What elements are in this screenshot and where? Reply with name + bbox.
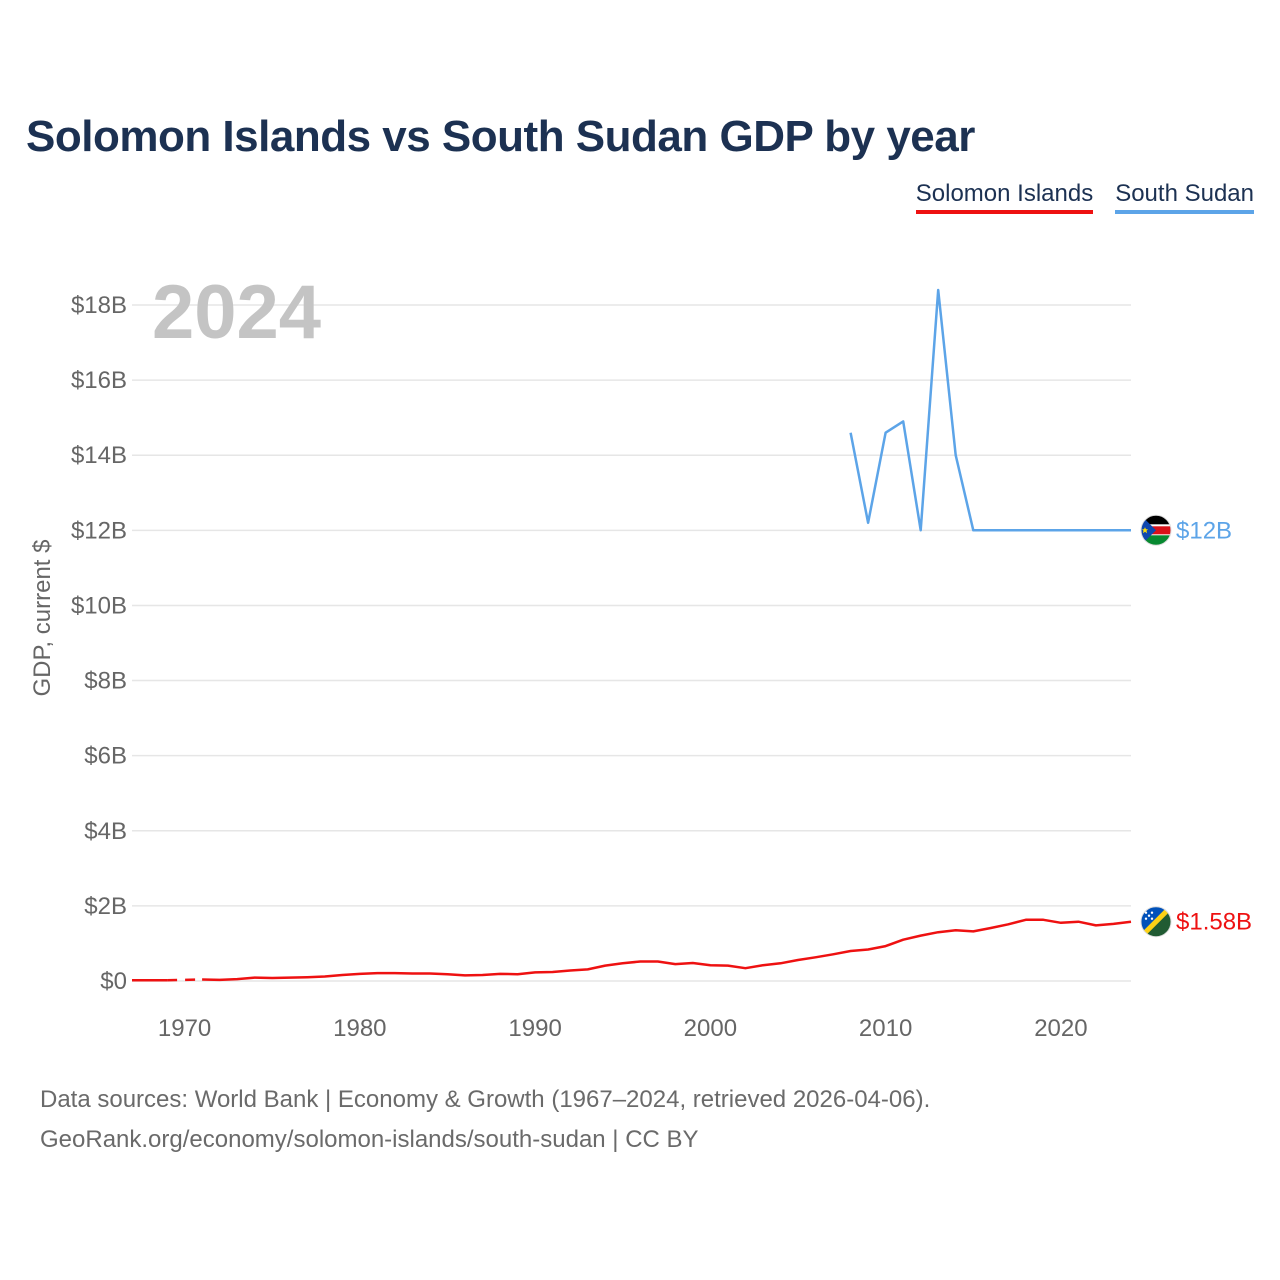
y-tick-label: $10B xyxy=(71,592,127,619)
x-tick-label: 2000 xyxy=(684,1015,737,1042)
chart-area: 2024 $0$2B$4B$6B$8B$10B$12B$14B$16B$18B … xyxy=(29,270,1252,1042)
chart-title: Solomon Islands vs South Sudan GDP by ye… xyxy=(26,112,975,161)
source-line-1: Data sources: World Bank | Economy & Gro… xyxy=(40,1086,931,1113)
legend: Solomon Islands South Sudan xyxy=(915,180,1254,214)
x-tick-label: 1970 xyxy=(158,1015,211,1042)
y-axis: $0 $2B $4B $6B $8B $10B $12B $14B $16B $18B xyxy=(71,292,127,995)
y-tick-label: $16B xyxy=(71,367,127,394)
y-tick-label: $4B xyxy=(84,818,127,845)
x-tick-label: 1980 xyxy=(333,1015,386,1042)
x-tick-label: 2010 xyxy=(859,1015,912,1042)
source-line-2[interactable]: GeoRank.org/economy/solomon-islands/sout… xyxy=(40,1126,699,1153)
y-tick-label: $18B xyxy=(71,292,127,319)
end-label-south-sudan: $12B xyxy=(1176,517,1232,544)
y-tick-label: $6B xyxy=(84,743,127,770)
legend-item-south-sudan[interactable]: South Sudan xyxy=(1115,180,1254,214)
series-gap-line xyxy=(167,978,203,982)
x-tick-label: 2020 xyxy=(1034,1015,1087,1042)
y-tick-label: $0 xyxy=(100,968,127,995)
y-tick-label: $14B xyxy=(71,442,127,469)
y-tick-label: $2B xyxy=(84,893,127,920)
legend-item-solomon-islands[interactable]: Solomon Islands xyxy=(915,180,1094,214)
series-line-south-sudan xyxy=(849,288,1131,532)
series-line-solomon-islands xyxy=(202,918,1132,982)
y-axis-label: GDP, current $ xyxy=(29,540,56,697)
south-sudan-flag-icon xyxy=(1140,514,1172,546)
year-overlay: 2024 xyxy=(152,270,321,355)
gridlines xyxy=(132,304,1131,982)
x-axis: 1970 1980 1990 2000 2010 2020 xyxy=(158,1015,1088,1042)
source-note: Data sources: World Bank | Economy & Gro… xyxy=(40,1080,930,1160)
end-label-solomon-islands: $1.58B xyxy=(1176,909,1252,936)
y-tick-label: $12B xyxy=(71,517,127,544)
x-tick-label: 1990 xyxy=(508,1015,561,1042)
y-tick-label: $8B xyxy=(84,668,127,695)
series-lines xyxy=(132,288,1132,982)
solomon-islands-flag-icon xyxy=(1140,906,1172,938)
